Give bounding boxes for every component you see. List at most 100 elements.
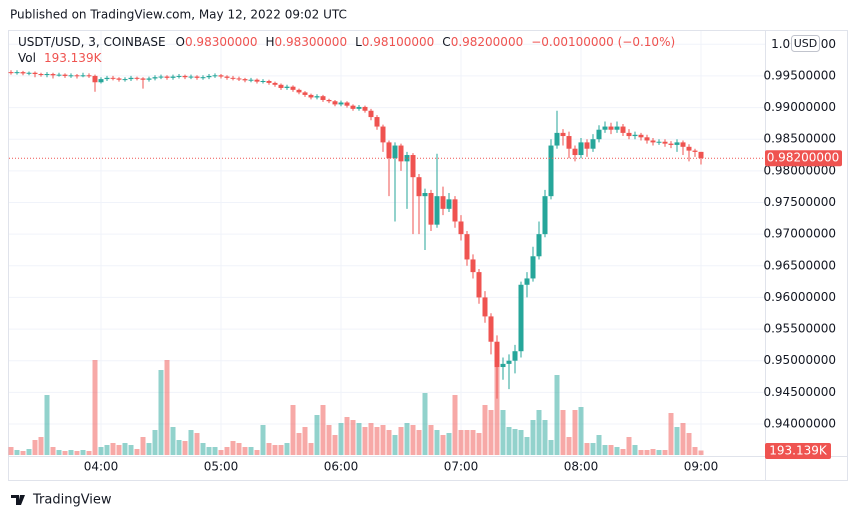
candle-body: [80, 75, 86, 77]
candle-body: [446, 199, 452, 209]
ohlc-key: H: [266, 35, 275, 49]
volume-bar: [470, 430, 476, 455]
chart-frame: [8, 30, 848, 481]
volume-bar: [380, 425, 386, 455]
volume-bar: [224, 447, 230, 455]
candle-body: [248, 79, 254, 81]
volume-bar: [410, 425, 416, 455]
candle-body: [254, 79, 260, 82]
y-tick-label: 0.98000000: [763, 163, 836, 177]
candle-body: [494, 341, 500, 368]
candle-body: [206, 75, 212, 78]
candle-body: [686, 146, 692, 151]
candle-body: [626, 132, 632, 137]
candle-body: [560, 132, 566, 137]
candle-body: [200, 77, 206, 79]
y-tick-label: 0.98500000: [763, 132, 836, 146]
ohlc-value: 0.98300000: [185, 35, 258, 49]
x-tick-label: 05:00: [204, 460, 239, 474]
candle-body: [182, 75, 188, 78]
candle-body: [32, 72, 38, 75]
candle-body: [68, 75, 74, 77]
volume-bar: [590, 443, 596, 455]
candle-body: [674, 142, 680, 145]
candle-body: [290, 86, 296, 90]
currency-label: USD: [794, 37, 818, 50]
volume-bar: [662, 450, 668, 455]
volume-bar: [530, 420, 536, 455]
volume-bar: [500, 410, 506, 455]
volume-bar: [668, 413, 674, 455]
last-price-tag: [765, 150, 842, 167]
legend-row: USDT/USD, 3, COINBASE O0.98300000 H0.98300…: [18, 35, 675, 49]
volume-bar: [218, 450, 224, 455]
volume-bar: [680, 423, 686, 455]
volume-bar: [20, 451, 26, 455]
volume-bar: [674, 427, 680, 455]
y-tick-label: 0.95500000: [763, 322, 836, 336]
candle-body: [302, 92, 308, 95]
volume-bar: [146, 443, 152, 455]
candle-body: [614, 126, 620, 130]
symbol: USDT/USD, 3, COINBASE: [18, 35, 166, 49]
candle-body: [518, 284, 524, 352]
candle-body: [134, 77, 140, 79]
candle-body: [500, 363, 506, 368]
volume-bar: [512, 429, 518, 455]
volume-bar: [476, 433, 482, 455]
volume-bar: [314, 415, 320, 455]
volume-bar: [344, 417, 350, 455]
candle-body: [74, 75, 80, 77]
y-tick-label: 0.99000000: [763, 100, 836, 114]
candle-body: [596, 129, 602, 140]
candle-body: [308, 94, 314, 98]
volume-bar: [362, 427, 368, 455]
candle-body: [314, 96, 320, 98]
volume-bar: [206, 447, 212, 455]
candle-body: [338, 102, 344, 105]
volume-key: Vol: [18, 51, 36, 65]
volume-bar: [326, 425, 332, 455]
volume-bar: [200, 443, 206, 455]
last-volume-tag: [765, 443, 831, 459]
volume-bar: [686, 433, 692, 455]
candle-body: [632, 134, 638, 137]
volume-bar: [416, 430, 422, 455]
volume-bar: [32, 440, 38, 455]
volume-bar: [308, 443, 314, 455]
volume-bar: [518, 430, 524, 455]
volume-bar: [290, 405, 296, 455]
volume-bar: [338, 423, 344, 455]
volume-bar: [80, 450, 86, 455]
ohlc-value: 0.98200000: [451, 35, 524, 49]
volume-bar: [614, 447, 620, 455]
candle-body: [578, 142, 584, 156]
candle-body: [452, 199, 458, 222]
volume-bar: [104, 445, 110, 455]
candle-body: [590, 139, 596, 149]
candle-body: [362, 106, 368, 111]
candle-body: [158, 76, 164, 78]
candle-body: [50, 74, 56, 76]
volume-bar: [452, 395, 458, 455]
volume-bar: [110, 443, 116, 455]
volume-bar: [284, 443, 290, 455]
last-price-label: 0.98200000: [767, 151, 840, 165]
volume-bar: [548, 440, 554, 455]
candle-body: [368, 110, 374, 118]
volume-bar: [392, 435, 398, 455]
candle-body: [584, 142, 590, 149]
candle-body: [62, 74, 68, 76]
ohlc-key: L: [355, 35, 362, 49]
volume-bar: [356, 423, 362, 455]
candle-body: [602, 126, 608, 130]
volume-bar: [170, 427, 176, 455]
volume-bar: [164, 360, 170, 455]
candle-body: [470, 259, 476, 273]
volume-bar: [572, 410, 578, 455]
candle-body: [434, 196, 440, 225]
volume-bar: [446, 433, 452, 455]
volume-bar: [188, 430, 194, 455]
candle-body: [152, 77, 158, 79]
volume-bar: [422, 393, 428, 455]
